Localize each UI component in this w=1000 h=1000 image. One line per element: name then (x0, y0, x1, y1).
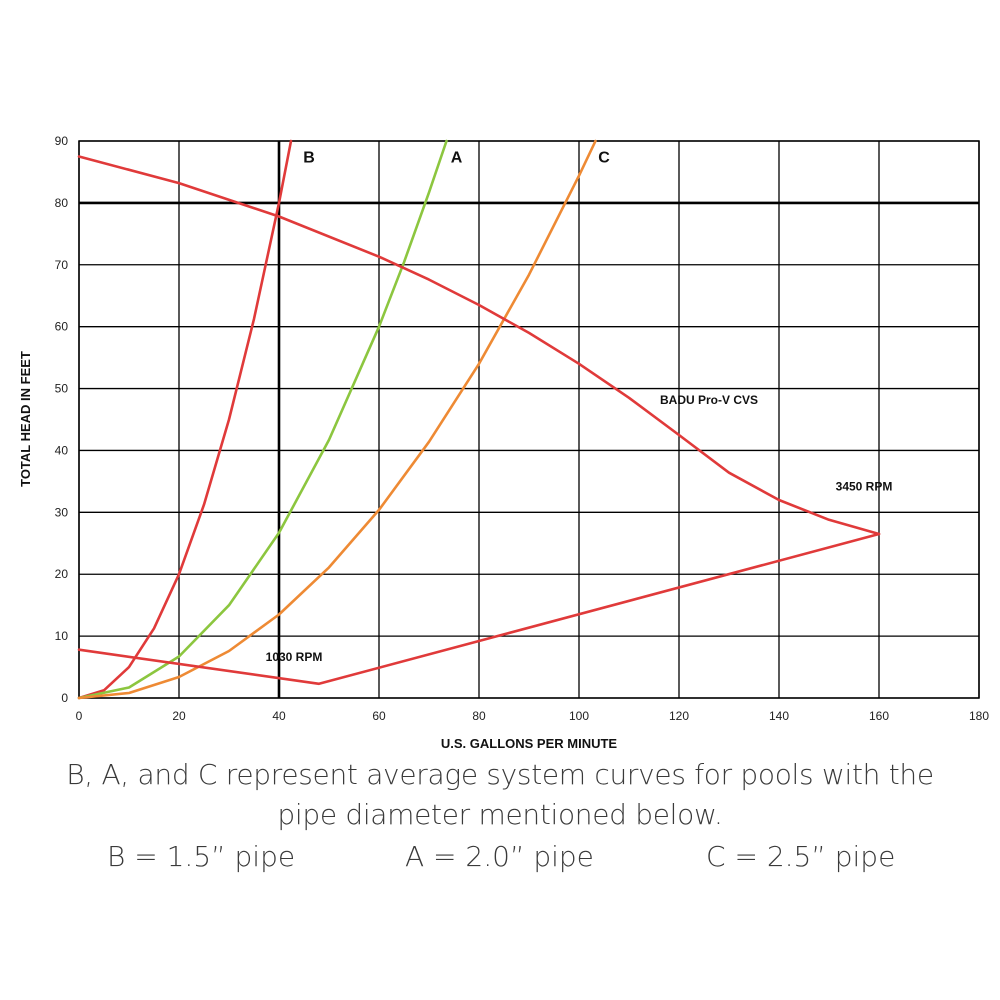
y-tick-label-70: 70 (55, 258, 69, 272)
y-tick-label-20: 20 (55, 567, 69, 581)
x-tick-label-140: 140 (769, 709, 789, 723)
caption-line-1: B, A, and C represent average system cur… (66, 758, 934, 791)
caption-a-pipe: A = 2.0” pipe (405, 840, 594, 873)
series-b (77, 139, 293, 700)
x-tick-label-40: 40 (272, 709, 286, 723)
series-1030-rpm-curve (77, 532, 881, 686)
plot-frame (78, 140, 980, 699)
annotation-c: C (598, 150, 610, 167)
series-layer (77, 139, 881, 700)
x-tick-label-20: 20 (172, 709, 186, 723)
caption-c-pipe: C = 2.5” pipe (706, 840, 896, 873)
annotations-layer: B A C BADU Pro-V CVS 3450 RPM 1030 RPM (266, 150, 893, 664)
y-tick-label-60: 60 (55, 320, 69, 334)
annotation-a: A (451, 150, 463, 167)
y-tick-label-90: 90 (55, 134, 69, 148)
x-tick-label-80: 80 (472, 709, 486, 723)
caption-line-2: pipe diameter mentioned below. (277, 798, 723, 831)
axes: 0 20 40 60 80 100 120 140 160 180 0 10 20 30 40 50 60 70 8… (55, 134, 990, 723)
annotation-badu-pro-v-cvs: BADU Pro-V CVS (660, 393, 758, 407)
y-tick-label-40: 40 (55, 443, 69, 457)
x-tick-label-160: 160 (869, 709, 889, 723)
y-tick-label-10: 10 (55, 629, 69, 643)
annotation-1030-rpm: 1030 RPM (266, 650, 323, 664)
grid (78, 140, 980, 699)
x-tick-label-120: 120 (669, 709, 689, 723)
x-tick-label-100: 100 (569, 709, 589, 723)
y-axis-label: TOTAL HEAD IN FEET (18, 351, 33, 487)
series-badu-pro-v-cvs (77, 155, 881, 536)
x-tick-label-0: 0 (76, 709, 83, 723)
x-axis-label: U.S. GALLONS PER MINUTE (441, 736, 618, 751)
series-a (77, 139, 448, 700)
y-tick-label-0: 0 (61, 691, 68, 705)
annotation-b: B (303, 150, 315, 167)
annotation-3450-rpm: 3450 RPM (836, 480, 893, 494)
y-tick-label-50: 50 (55, 382, 69, 396)
y-tick-label-30: 30 (55, 505, 69, 519)
series-c (77, 139, 597, 700)
x-tick-label-60: 60 (372, 709, 386, 723)
x-tick-label-180: 180 (969, 709, 989, 723)
caption-b-pipe: B = 1.5” pipe (107, 840, 296, 873)
y-tick-label-80: 80 (55, 196, 69, 210)
